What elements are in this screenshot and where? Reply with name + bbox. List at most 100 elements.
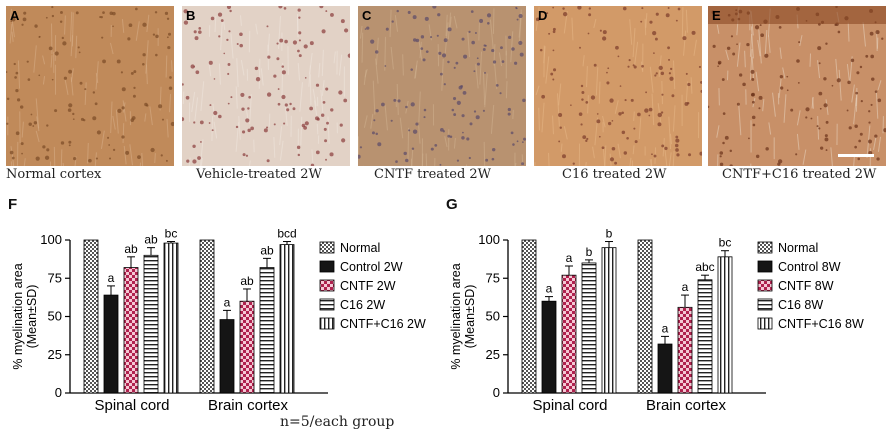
cell-nucleus — [581, 98, 584, 101]
bar — [637, 239, 653, 394]
tissue-fiber — [248, 160, 251, 166]
tissue-fiber — [384, 105, 388, 131]
cell-nucleus — [453, 113, 457, 116]
cell-nucleus — [286, 108, 290, 112]
tissue-fiber — [321, 49, 324, 77]
cell-nucleus — [283, 7, 287, 10]
cell-nucleus — [34, 24, 38, 28]
cell-nucleus — [248, 95, 251, 99]
cell-nucleus — [211, 129, 214, 132]
cell-nucleus — [281, 94, 286, 100]
tissue-fiber — [69, 11, 73, 42]
tissue-fiber — [9, 8, 13, 21]
cell-nucleus — [330, 108, 334, 112]
cell-nucleus — [854, 124, 858, 128]
tissue-fiber — [425, 153, 428, 166]
cell-nucleus — [226, 6, 232, 10]
cell-nucleus — [405, 105, 408, 109]
cell-nucleus — [304, 121, 309, 126]
tissue-fiber — [685, 9, 688, 33]
legend-swatch — [757, 317, 773, 330]
legend-label: Normal — [340, 241, 380, 255]
cell-nucleus — [624, 99, 627, 102]
tissue-fiber — [632, 28, 636, 58]
cell-nucleus — [685, 72, 688, 75]
cell-nucleus — [121, 135, 125, 139]
cell-nucleus — [276, 42, 279, 45]
tissue-fiber — [498, 52, 503, 66]
cell-nucleus — [371, 131, 375, 135]
cell-nucleus — [11, 156, 15, 160]
bar — [239, 300, 255, 394]
tissue-fiber — [327, 116, 330, 144]
cell-nucleus — [825, 149, 828, 152]
tissue-fiber — [389, 9, 392, 38]
bar — [83, 239, 99, 394]
cell-nucleus — [857, 157, 861, 161]
tissue-fiber — [690, 77, 693, 94]
cell-nucleus — [112, 25, 114, 28]
tissue-fiber — [779, 47, 782, 59]
cell-nucleus — [622, 6, 627, 11]
panel-letter: A — [10, 8, 20, 23]
cell-nucleus — [729, 164, 733, 166]
tissue-fiber — [632, 145, 635, 155]
cell-nucleus — [602, 36, 607, 41]
bar — [561, 274, 577, 394]
tissue-fiber — [716, 125, 720, 138]
cell-nucleus — [321, 29, 326, 34]
cell-nucleus — [859, 65, 863, 69]
cell-nucleus — [125, 150, 130, 155]
cell-nucleus — [133, 70, 137, 74]
cell-nucleus — [30, 113, 33, 116]
cell-nucleus — [640, 20, 643, 23]
cell-nucleus — [876, 157, 880, 161]
cell-nucleus — [456, 159, 460, 162]
cell-nucleus — [200, 141, 202, 143]
cell-nucleus — [67, 108, 72, 112]
cell-nucleus — [23, 11, 27, 15]
cell-nucleus — [495, 84, 499, 87]
cell-nucleus — [283, 122, 286, 125]
cell-nucleus — [511, 47, 515, 51]
cell-nucleus — [668, 72, 672, 75]
tissue-fiber — [361, 32, 364, 63]
cell-nucleus — [516, 7, 518, 10]
cell-nucleus — [755, 154, 760, 159]
cell-nucleus — [35, 156, 40, 161]
tissue-fiber — [399, 117, 404, 139]
cell-nucleus — [721, 78, 725, 81]
cell-nucleus — [837, 30, 841, 34]
cell-nucleus — [541, 94, 546, 99]
tissue-fiber — [467, 32, 471, 58]
cell-nucleus — [823, 77, 827, 81]
cell-nucleus — [68, 69, 73, 74]
cell-nucleus — [874, 134, 878, 138]
cell-nucleus — [823, 103, 828, 108]
cell-nucleus — [868, 150, 873, 155]
cell-nucleus — [855, 91, 859, 95]
tissue-fiber — [693, 39, 697, 56]
micrograph-image — [358, 6, 526, 166]
tissue-fiber — [514, 162, 517, 166]
cell-nucleus — [479, 18, 484, 23]
cell-nucleus — [247, 107, 250, 110]
cell-nucleus — [455, 61, 459, 65]
cell-nucleus — [51, 6, 54, 9]
cell-nucleus — [684, 102, 689, 106]
panel-letter: E — [712, 8, 721, 23]
cell-nucleus — [667, 7, 670, 9]
cell-nucleus — [11, 17, 16, 22]
cell-nucleus — [858, 139, 861, 143]
cell-nucleus — [674, 143, 679, 148]
cell-nucleus — [281, 65, 285, 68]
tissue-fiber — [535, 85, 540, 96]
tissue-fiber — [582, 55, 585, 67]
cell-nucleus — [241, 107, 245, 111]
cell-nucleus — [609, 98, 614, 103]
cell-nucleus — [315, 83, 320, 87]
panel-letter: C — [362, 8, 372, 23]
cell-nucleus — [797, 81, 800, 84]
cell-nucleus — [719, 162, 724, 166]
cell-nucleus — [193, 121, 196, 124]
